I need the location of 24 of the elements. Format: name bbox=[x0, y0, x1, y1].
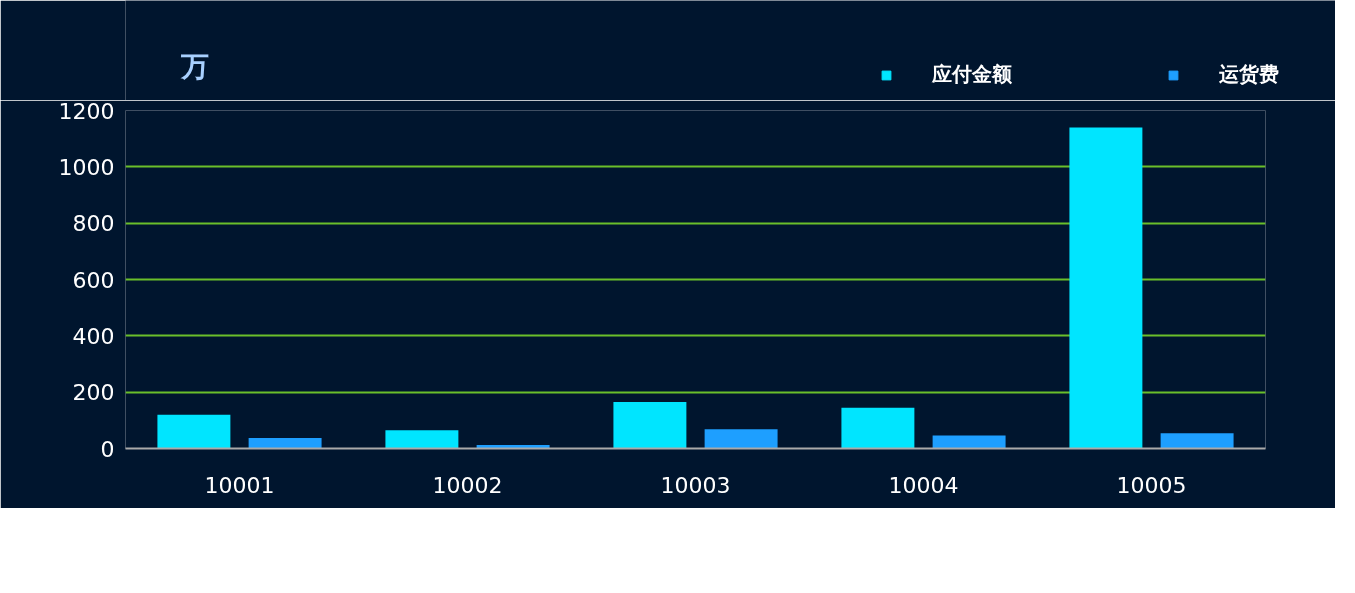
legend-label: 运货费 bbox=[1219, 61, 1279, 88]
x-tick-label: 10003 bbox=[660, 472, 731, 498]
x-tick-label: 10004 bbox=[888, 472, 959, 498]
y-tick-label: 0 bbox=[100, 436, 115, 462]
bar bbox=[1069, 127, 1143, 449]
bar bbox=[841, 407, 915, 449]
y-tick-label: 800 bbox=[72, 211, 115, 237]
x-tick-label: 10001 bbox=[204, 472, 275, 498]
bar bbox=[613, 402, 687, 449]
legend-label: 应付金额 bbox=[932, 61, 1012, 88]
y-tick-label: 1200 bbox=[58, 98, 115, 124]
y-axis-title: 万 bbox=[179, 49, 209, 83]
bar bbox=[157, 414, 231, 449]
x-tick-label: 10002 bbox=[432, 472, 503, 498]
x-tick-label: 10005 bbox=[1116, 472, 1187, 498]
bar bbox=[1160, 433, 1234, 449]
y-tick-label: 1000 bbox=[58, 154, 115, 180]
y-tick-label: 600 bbox=[72, 267, 115, 293]
y-tick-label: 200 bbox=[72, 380, 115, 406]
bar bbox=[385, 430, 459, 449]
bar bbox=[248, 438, 322, 449]
bar bbox=[704, 429, 778, 449]
bar bbox=[932, 435, 1006, 449]
y-tick-label: 400 bbox=[72, 323, 115, 349]
